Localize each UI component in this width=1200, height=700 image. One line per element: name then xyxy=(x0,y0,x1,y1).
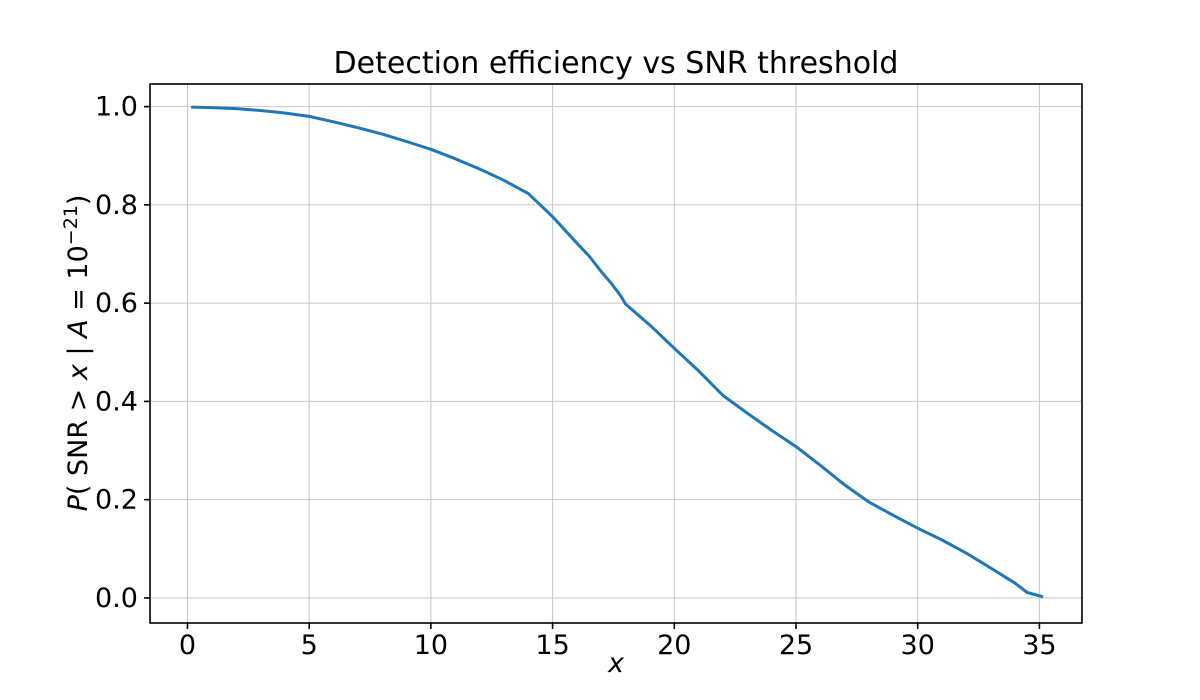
y-tick-label: 0.2 xyxy=(95,485,138,516)
chart-title: Detection efficiency vs SNR threshold xyxy=(333,46,899,81)
x-axis-label: x xyxy=(608,648,624,679)
axes-spines xyxy=(149,83,1083,624)
x-tick-label: 0 xyxy=(179,630,196,661)
x-tick-label: 30 xyxy=(901,630,935,661)
y-axis-label-part: −21 xyxy=(60,205,82,246)
x-tick-label: 15 xyxy=(535,630,569,661)
x-tick-label: 20 xyxy=(657,630,691,661)
y-axis-label-part: ( SNR xyxy=(63,411,94,496)
y-axis-label-part: | xyxy=(63,337,94,365)
x-tick-label: 35 xyxy=(1022,630,1056,661)
x-tick-label: 5 xyxy=(301,630,318,661)
y-tick-label: 0.0 xyxy=(95,583,138,614)
y-tick-label: 1.0 xyxy=(95,92,138,123)
y-axis-label-part: A xyxy=(63,319,94,338)
x-tick-label: 25 xyxy=(779,630,813,661)
y-axis-label-part: > xyxy=(63,380,94,412)
y-axis-label-part: x xyxy=(63,364,94,381)
x-tick-label: 10 xyxy=(414,630,448,661)
y-axis-label-part: = 10 xyxy=(63,245,94,320)
data-line-series xyxy=(190,105,1044,598)
y-axis-label: P( SNR > x | A = 10−21) xyxy=(60,195,94,512)
y-tick-label: 0.8 xyxy=(95,190,138,221)
y-tick-label: 0.4 xyxy=(95,386,138,417)
y-tick-label: 0.6 xyxy=(95,288,138,319)
y-axis-label-part: ) xyxy=(63,194,94,206)
y-axis-label-part: P xyxy=(63,495,94,512)
